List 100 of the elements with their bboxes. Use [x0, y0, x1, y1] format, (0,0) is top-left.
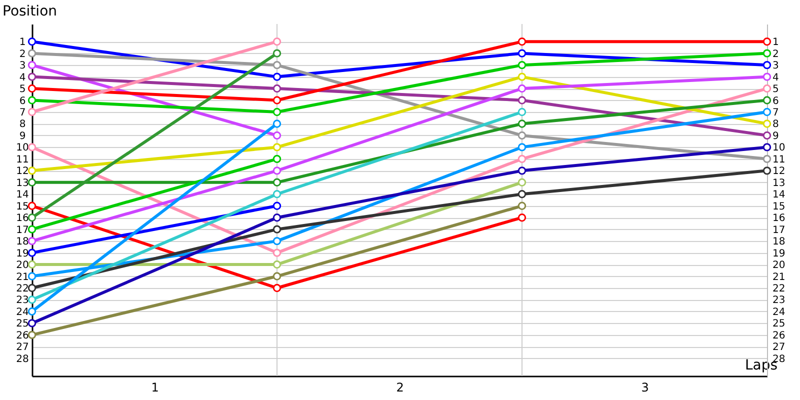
y-tick-label: 22 [16, 284, 29, 294]
point [272, 60, 282, 70]
x-tick-label: 1 [151, 380, 159, 394]
y2-tick-label: 5 [772, 84, 779, 96]
y2-tick-label: 9 [772, 130, 779, 142]
point [28, 38, 36, 46]
point [762, 131, 772, 140]
y-tick-label: 13 [16, 178, 29, 189]
y-tick-label: 10 [16, 142, 29, 154]
y-tick-label: 27 [16, 342, 29, 354]
point [272, 248, 282, 257]
y-tick-label: 14 [16, 190, 29, 201]
point [518, 131, 526, 140]
point [518, 202, 526, 210]
y-tick-label: 20 [16, 260, 29, 272]
y-tick-label: 9 [19, 130, 26, 142]
point [28, 284, 36, 292]
point [272, 260, 282, 269]
point [28, 202, 36, 210]
y2-tick-label: 22 [772, 284, 786, 294]
y2-tick-label: 18 [772, 236, 786, 248]
y-tick-label: 28 [16, 354, 29, 365]
y-tick-label: 1 [19, 37, 26, 48]
point [518, 143, 526, 152]
point [272, 214, 282, 222]
point [762, 120, 772, 128]
y2-tick-label: 27 [772, 342, 786, 354]
point [762, 72, 772, 81]
y-tick-label: 17 [16, 224, 29, 236]
y2-tick-label: 4 [772, 72, 779, 84]
point [272, 154, 282, 164]
point [272, 108, 282, 116]
point [762, 166, 772, 175]
point [28, 260, 36, 269]
point [28, 60, 36, 70]
y2-tick-label: 6 [772, 96, 779, 107]
point [28, 49, 36, 58]
y2-tick-label: 13 [772, 178, 786, 189]
point [28, 330, 36, 340]
point [272, 166, 282, 175]
point [28, 248, 36, 257]
point [518, 96, 526, 104]
y2-tick-label: 24 [772, 306, 786, 318]
y-tick-label: 21 [16, 272, 29, 283]
y-tick-label: 2 [19, 48, 26, 60]
point [518, 214, 526, 222]
point [762, 108, 772, 116]
y2-tick-label: 19 [772, 248, 786, 260]
point [272, 202, 282, 210]
y2-tick-label: 21 [772, 272, 786, 283]
point [762, 49, 772, 58]
point [28, 72, 36, 81]
y-tick-label: 12 [16, 166, 29, 178]
point [762, 154, 772, 164]
point [518, 178, 526, 186]
y-tick-label: 24 [16, 306, 29, 318]
point [518, 38, 526, 46]
y-tick-label: 16 [16, 213, 29, 224]
y-tick-label: 18 [16, 236, 29, 248]
point [28, 225, 36, 234]
y2-tick-label: 10 [772, 142, 786, 154]
y2-tick-label: 3 [772, 60, 779, 72]
y2-tick-label: 7 [772, 108, 779, 118]
point [518, 190, 526, 198]
point [28, 236, 36, 246]
y-tick-label: 11 [16, 154, 29, 166]
point [762, 60, 772, 70]
y2-tick-label: 20 [772, 260, 786, 272]
point [272, 84, 282, 93]
y2-tick-label: 2 [772, 48, 779, 60]
point [518, 108, 526, 116]
y2-tick-label: 11 [772, 154, 786, 166]
point [272, 143, 282, 152]
y-tick-label: 23 [16, 295, 29, 306]
y2-tick-label: 12 [772, 166, 786, 178]
y2-tick-label: 25 [772, 318, 786, 330]
point [518, 120, 526, 128]
point [28, 166, 36, 175]
y-tick-label: 3 [19, 60, 26, 72]
y-axis-title: Position [2, 4, 58, 20]
point [272, 131, 282, 140]
point [518, 49, 526, 58]
point [272, 236, 282, 246]
point [28, 272, 36, 280]
y2-tick-label: 1 [772, 37, 779, 48]
point [28, 96, 36, 104]
point [762, 84, 772, 93]
x-tick-label: 2 [396, 380, 404, 394]
y-tick-label: 7 [19, 108, 26, 118]
y2-tick-label: 26 [772, 330, 786, 342]
point [272, 72, 282, 81]
y2-tick-label: 15 [772, 201, 786, 212]
y-tick-label: 8 [19, 119, 26, 130]
point [28, 319, 36, 328]
point [272, 225, 282, 234]
y2-tick-label: 8 [772, 119, 779, 130]
point [762, 143, 772, 152]
y-tick-label: 4 [19, 72, 26, 84]
y-tick-label: 15 [16, 201, 29, 212]
point [272, 190, 282, 198]
